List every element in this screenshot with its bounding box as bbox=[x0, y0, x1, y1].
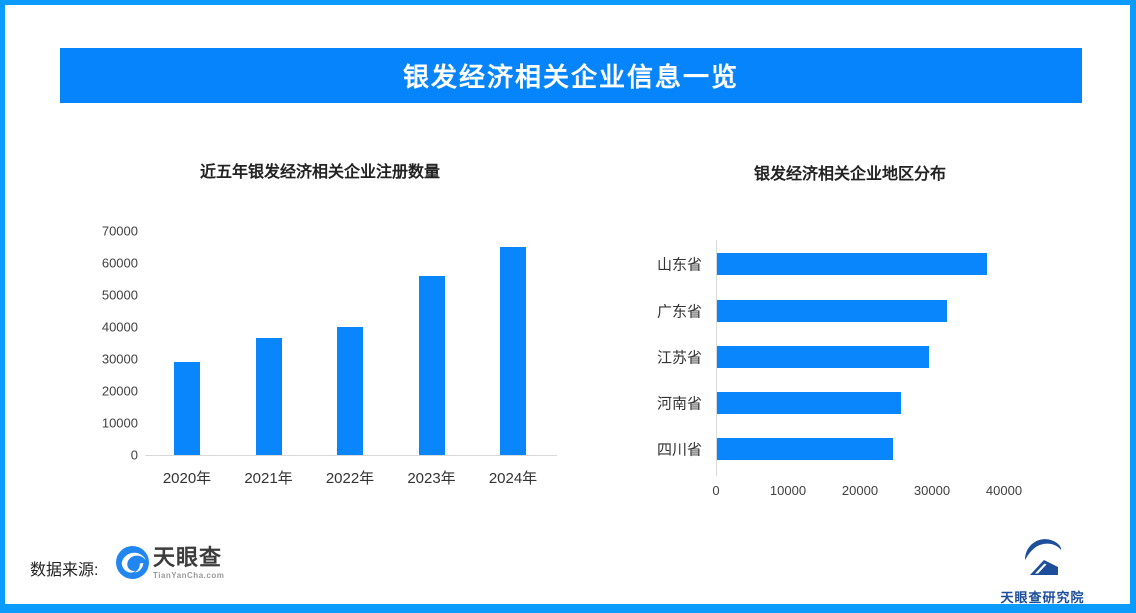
right-chart-category-山东省: 山东省 bbox=[656, 256, 702, 274]
bar-2020年 bbox=[174, 362, 200, 455]
right-chart-category-河南省: 河南省 bbox=[656, 395, 702, 413]
bar-2021年 bbox=[255, 338, 282, 455]
right-chart-xtick-10000: 10000 bbox=[769, 483, 807, 498]
research-logo-text: 天眼查研究院 bbox=[1000, 590, 1085, 605]
title-banner: 银发经济相关企业信息一览 bbox=[60, 48, 1082, 103]
right-chart-xtick-30000: 30000 bbox=[913, 483, 951, 498]
bar-河南省 bbox=[717, 392, 901, 414]
bar-广东省 bbox=[717, 299, 948, 322]
bar-2022年 bbox=[337, 327, 363, 455]
left-chart-category-2024年: 2024年 bbox=[488, 470, 538, 487]
right-chart-axisline bbox=[716, 240, 717, 476]
left-chart-category-2020年: 2020年 bbox=[162, 470, 212, 487]
tianyancha-eye-icon bbox=[116, 546, 149, 584]
left-chart-ytick-60000: 60000 bbox=[101, 255, 138, 271]
bar-江苏省 bbox=[717, 346, 930, 368]
data-source-label: 数据来源: bbox=[30, 562, 99, 579]
left-chart-ytick-30000: 30000 bbox=[101, 351, 138, 367]
left-chart-ytick-40000: 40000 bbox=[101, 319, 138, 335]
right-chart-xtick-40000: 40000 bbox=[985, 483, 1023, 498]
bar-2023年 bbox=[418, 275, 445, 455]
left-chart-ytick-50000: 50000 bbox=[101, 287, 138, 303]
right-chart-category-四川省: 四川省 bbox=[656, 441, 702, 459]
right-chart-xtick-0: 0 bbox=[712, 483, 720, 498]
tianyancha-logo-subtext: TianYanCha.com bbox=[153, 571, 225, 580]
bar-山东省 bbox=[717, 253, 987, 275]
tianyancha-logo: 天眼查 TianYanCha.com bbox=[116, 546, 224, 584]
left-chart-category-2023年: 2023年 bbox=[407, 470, 456, 487]
tianyancha-logo-text: 天眼查 bbox=[153, 545, 223, 570]
right-chart-xtick-20000: 20000 bbox=[841, 483, 879, 498]
bar-四川省 bbox=[717, 438, 894, 460]
registrations-chart-title: 近五年银发经济相关企业注册数量 bbox=[199, 164, 440, 181]
left-chart-category-2021年: 2021年 bbox=[244, 470, 293, 487]
right-chart-category-江苏省: 江苏省 bbox=[656, 349, 702, 367]
research-institute-icon bbox=[1022, 534, 1064, 585]
left-chart-category-2022年: 2022年 bbox=[325, 470, 375, 487]
right-chart-category-广东省: 广东省 bbox=[656, 303, 702, 320]
left-chart-ytick-20000: 20000 bbox=[101, 383, 138, 399]
regions-chart-title: 银发经济相关企业地区分布 bbox=[753, 166, 946, 183]
left-chart-ytick-0: 0 bbox=[130, 447, 138, 463]
left-chart-baseline bbox=[145, 455, 557, 456]
bar-2024年 bbox=[500, 247, 526, 455]
tianyancha-research-logo: 天眼查研究院 bbox=[985, 534, 1100, 606]
page-title: 银发经济相关企业信息一览 bbox=[402, 62, 739, 92]
left-chart-ytick-70000: 70000 bbox=[101, 223, 138, 239]
left-chart-ytick-10000: 10000 bbox=[101, 415, 138, 431]
